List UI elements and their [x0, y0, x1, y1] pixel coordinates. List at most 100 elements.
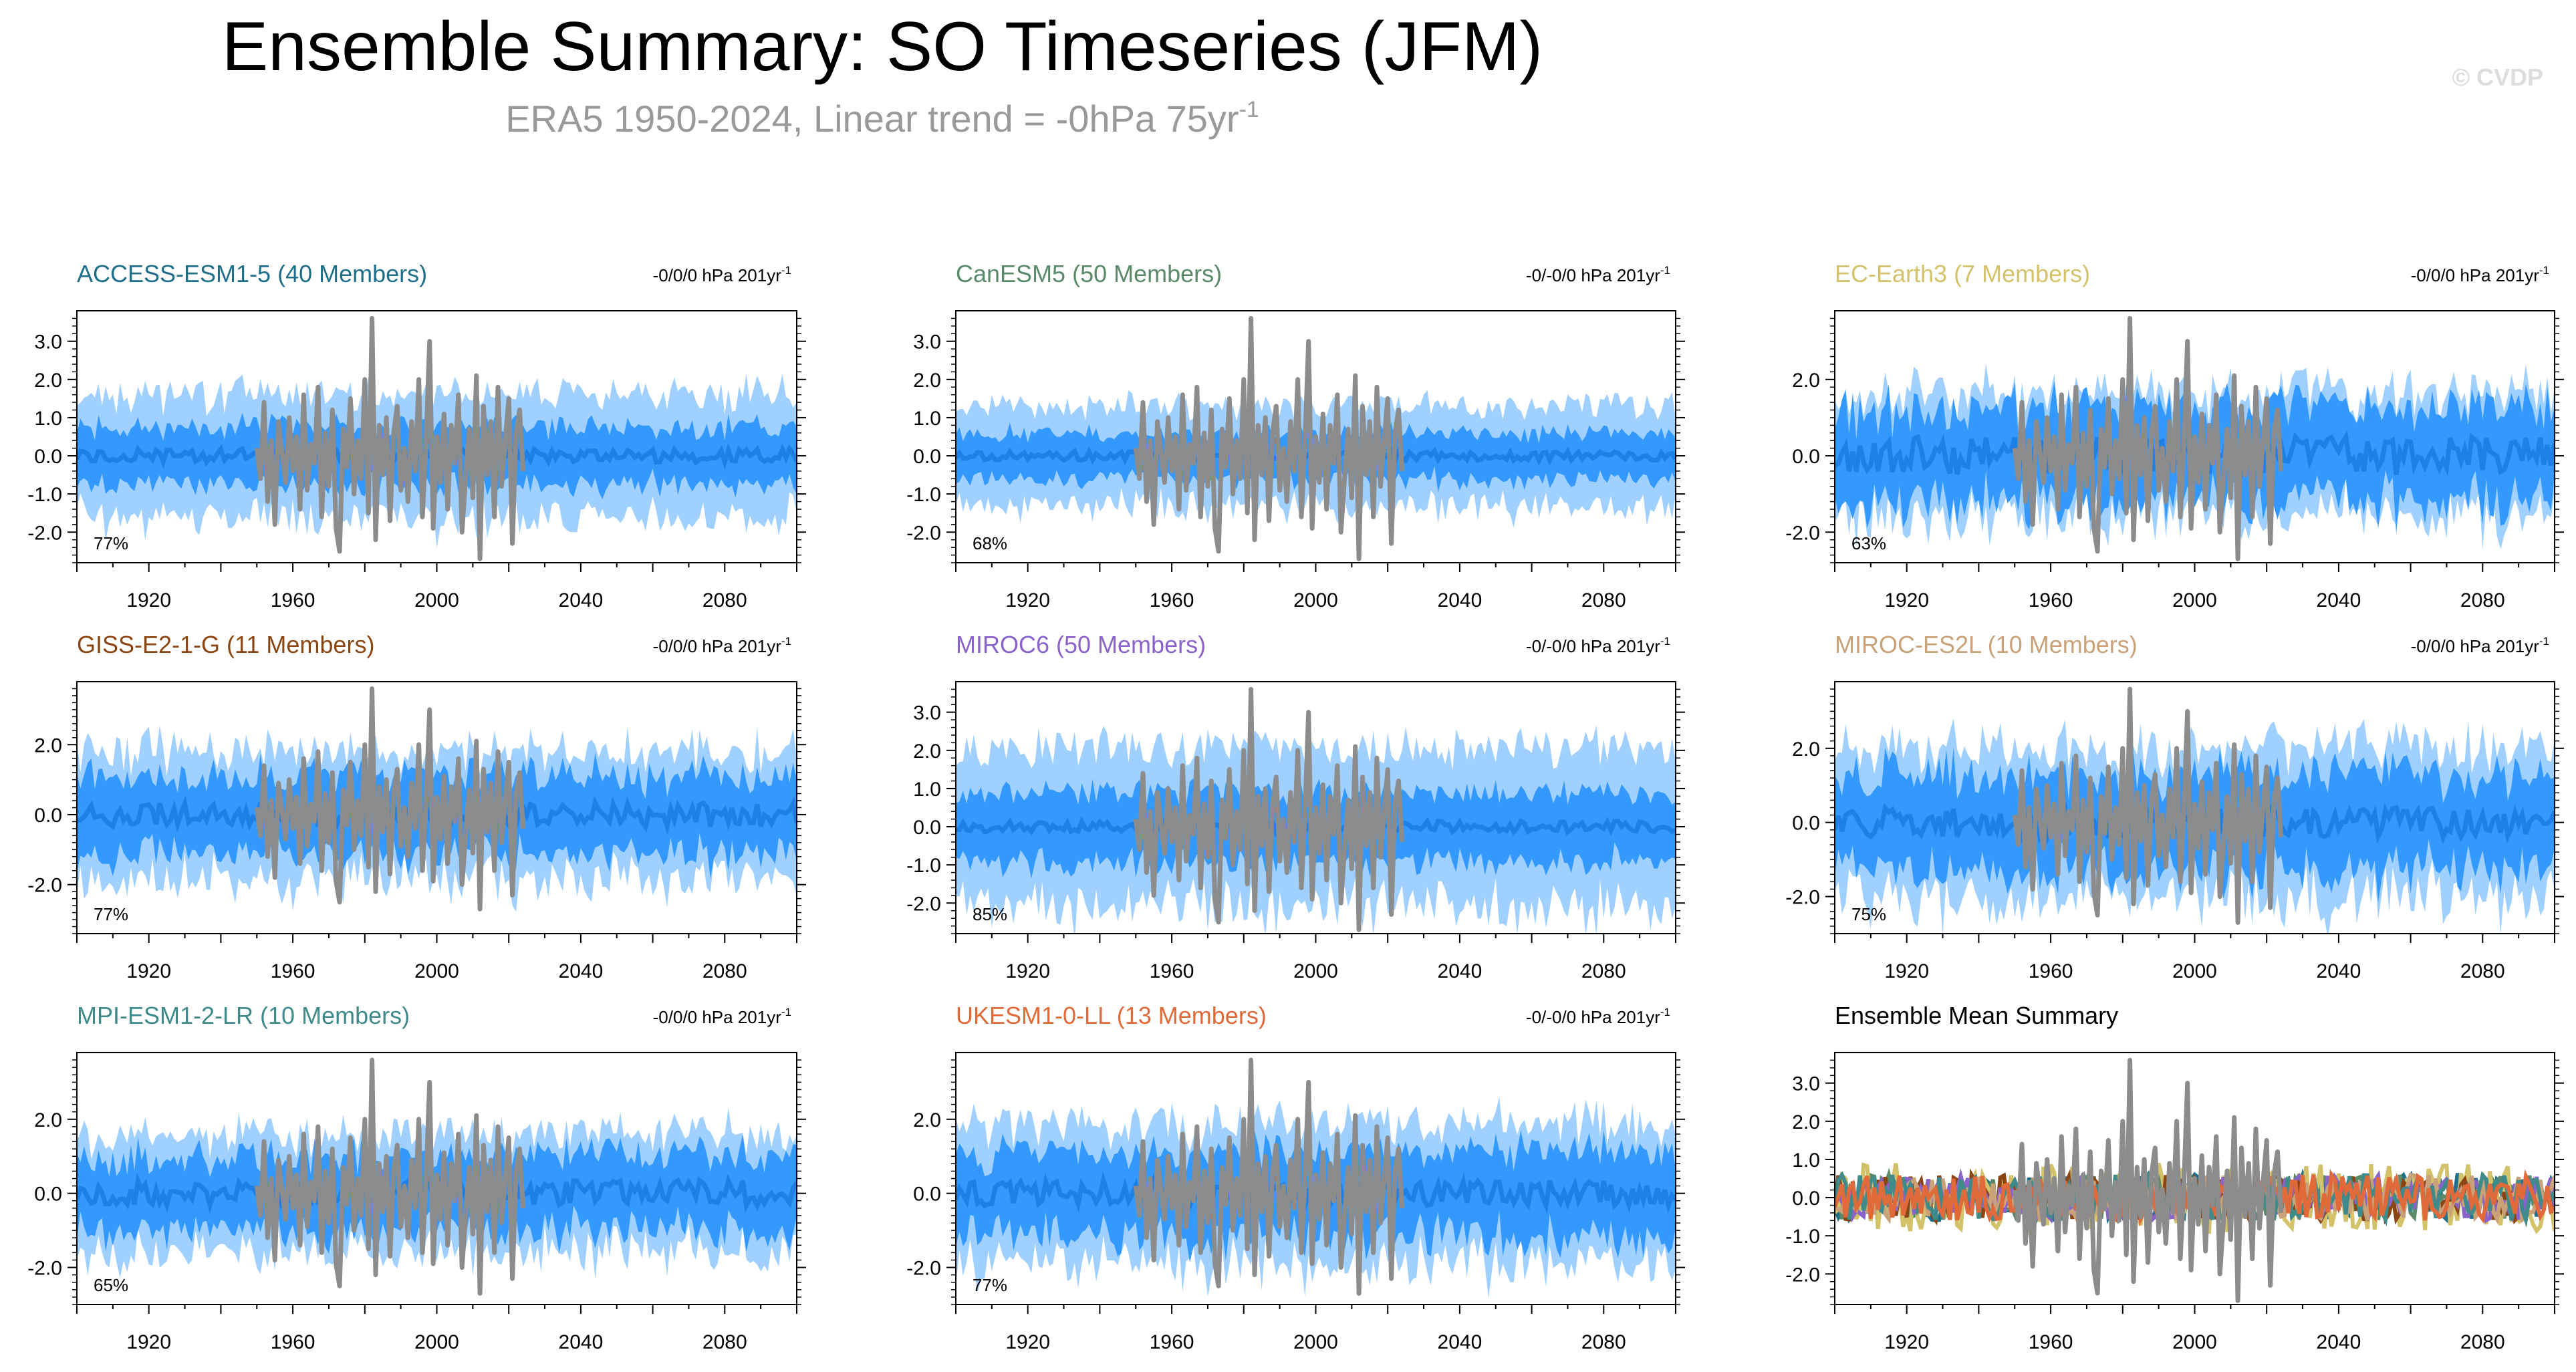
panel-miroc-es2l: -2.0 0.0 2.0 1920 1960 2000 2040 2080 MIROC-ES2L…	[1785, 631, 2564, 982]
y-tick-label: -2.0	[906, 1258, 941, 1280]
x-tick-label: 1960	[1150, 589, 1194, 611]
trend-label: -0/0/0 hPa 201yr-1	[653, 635, 791, 656]
percent-label: 75%	[1851, 904, 1886, 924]
panel-summary: -2.0 -1.0 0.0 1.0 2.0 3.0 1920 1960 2000 2040 2080…	[1785, 1002, 2564, 1353]
observed-era5-line	[254, 1057, 526, 1296]
trend-text: -0/0/0 hPa 201yr	[2411, 265, 2540, 285]
figure-title: Ensemble Summary: SO Timeseries (JFM)	[222, 8, 1543, 86]
observed-era5-line	[1133, 1057, 1405, 1296]
trend-superscript: -1	[1660, 264, 1670, 277]
y-tick-label: 0.0	[1792, 813, 1820, 835]
y-tick-label: 2.0	[1792, 1111, 1820, 1133]
x-tick-label: 2040	[1438, 1331, 1483, 1353]
panel-giss-e2-1-g: -2.0 0.0 2.0 1920 1960 2000 2040 2080 GISS-E2-1-…	[27, 631, 806, 982]
trend-label: -0/0/0 hPa 201yr-1	[653, 264, 791, 285]
y-tick-label: -2.0	[1785, 887, 1820, 909]
plot-area	[1835, 1057, 2555, 1303]
panel-mpi-esm1-2-lr: -2.0 0.0 2.0 1920 1960 2000 2040 2080 MPI-ESM1-2…	[27, 1002, 806, 1353]
x-tick-label: 2040	[559, 960, 604, 982]
plot-area	[77, 315, 797, 561]
plot-area	[956, 1057, 1676, 1298]
panel-title: MPI-ESM1-2-LR (10 Members)	[77, 1002, 410, 1029]
panel-title: CanESM5 (50 Members)	[956, 260, 1222, 287]
observed-era5-line	[254, 686, 526, 912]
y-tick-label: 2.0	[34, 734, 62, 757]
panel-title: UKESM1-0-LL (13 Members)	[956, 1002, 1267, 1029]
y-tick-label: 2.0	[913, 1109, 941, 1131]
y-tick-label: -1.0	[906, 855, 941, 877]
plot-area	[77, 1057, 797, 1296]
x-tick-label: 2000	[2172, 1331, 2217, 1353]
trend-text: -0/0/0 hPa 201yr	[653, 636, 782, 656]
x-tick-label: 2080	[2460, 589, 2505, 611]
trend-superscript: -1	[1660, 635, 1670, 648]
trend-text: -0/-0/0 hPa 201yr	[1526, 1007, 1660, 1027]
trend-superscript: -1	[781, 264, 791, 277]
x-tick-label: 1920	[126, 589, 171, 611]
x-tick-label: 1960	[1150, 1331, 1194, 1353]
panel-title: ACCESS-ESM1-5 (40 Members)	[77, 260, 427, 287]
y-tick-label: 2.0	[34, 370, 62, 392]
panel-ukesm1-0-ll: -2.0 0.0 2.0 1920 1960 2000 2040 2080 UKESM1-0-L…	[906, 1002, 1685, 1353]
x-tick-label: 2040	[2317, 960, 2361, 982]
x-tick-label: 1960	[2029, 1331, 2073, 1353]
x-tick-label: 2000	[1293, 960, 1338, 982]
y-tick-label: 2.0	[913, 370, 941, 392]
y-tick-label: 0.0	[34, 805, 62, 827]
panel-title: MIROC6 (50 Members)	[956, 631, 1206, 658]
x-tick-label: 2040	[1438, 960, 1483, 982]
y-tick-label: 2.0	[1792, 738, 1820, 761]
trend-text: -0/0/0 hPa 201yr	[653, 1007, 782, 1027]
y-tick-label: 1.0	[913, 408, 941, 430]
y-tick-label: 0.0	[913, 446, 941, 468]
x-tick-label: 1920	[1005, 960, 1050, 982]
plot-area	[1835, 315, 2555, 561]
x-tick-label: 1920	[1884, 1331, 1929, 1353]
y-tick-label: -2.0	[27, 522, 62, 544]
percent-label: 77%	[973, 1275, 1007, 1295]
y-tick-label: 3.0	[913, 702, 941, 724]
y-tick-label: -1.0	[27, 484, 62, 506]
y-tick-label: 0.0	[913, 1184, 941, 1206]
trend-text: -0/-0/0 hPa 201yr	[1526, 636, 1660, 656]
x-tick-label: 2080	[1581, 960, 1626, 982]
x-tick-label: 1960	[2029, 960, 2073, 982]
y-tick-label: -2.0	[27, 1258, 62, 1280]
x-tick-label: 2000	[1293, 589, 1338, 611]
y-tick-label: 0.0	[913, 817, 941, 839]
trend-superscript: -1	[2539, 264, 2549, 277]
x-tick-label: 1920	[126, 960, 171, 982]
trend-superscript: -1	[2539, 635, 2549, 648]
x-tick-label: 1920	[1005, 1331, 1050, 1353]
y-tick-label: 0.0	[1792, 446, 1820, 468]
percent-label: 63%	[1851, 533, 1886, 553]
trend-label: -0/0/0 hPa 201yr-1	[2411, 264, 2549, 285]
trend-superscript: -1	[781, 1006, 791, 1018]
x-tick-label: 2040	[2317, 589, 2361, 611]
x-tick-label: 2000	[2172, 589, 2217, 611]
trend-label: -0/-0/0 hPa 201yr-1	[1526, 1006, 1670, 1027]
y-tick-label: -2.0	[1785, 1264, 1820, 1286]
subtitle-superscript: -1	[1239, 97, 1259, 122]
watermark: © CVDP	[2452, 63, 2543, 91]
observed-era5-line	[1133, 315, 1405, 561]
y-tick-label: 1.0	[1792, 1149, 1820, 1172]
trend-label: -0/-0/0 hPa 201yr-1	[1526, 635, 1670, 656]
observed-era5-line	[254, 315, 526, 561]
figure-subtitle: ERA5 1950-2024, Linear trend = -0hPa 75y…	[505, 97, 1259, 140]
y-tick-label: 3.0	[34, 331, 62, 354]
percent-label: 77%	[94, 533, 128, 553]
subtitle-text: ERA5 1950-2024, Linear trend = -0hPa 75y…	[505, 98, 1239, 140]
observed-era5-line	[2012, 315, 2284, 561]
observed-era5-line	[1133, 686, 1405, 932]
trend-label: -0/0/0 hPa 201yr-1	[653, 1006, 791, 1027]
y-tick-label: -2.0	[27, 875, 62, 897]
x-tick-label: 1920	[1884, 960, 1929, 982]
x-tick-label: 2000	[2172, 960, 2217, 982]
x-tick-label: 2040	[559, 589, 604, 611]
x-tick-label: 2080	[1581, 589, 1626, 611]
trend-superscript: -1	[1660, 1006, 1670, 1018]
x-tick-label: 2080	[702, 1331, 747, 1353]
panel-grid: -2.0 -1.0 0.0 1.0 2.0 3.0 1920 1960 2000 2040 2080…	[27, 260, 2564, 1353]
